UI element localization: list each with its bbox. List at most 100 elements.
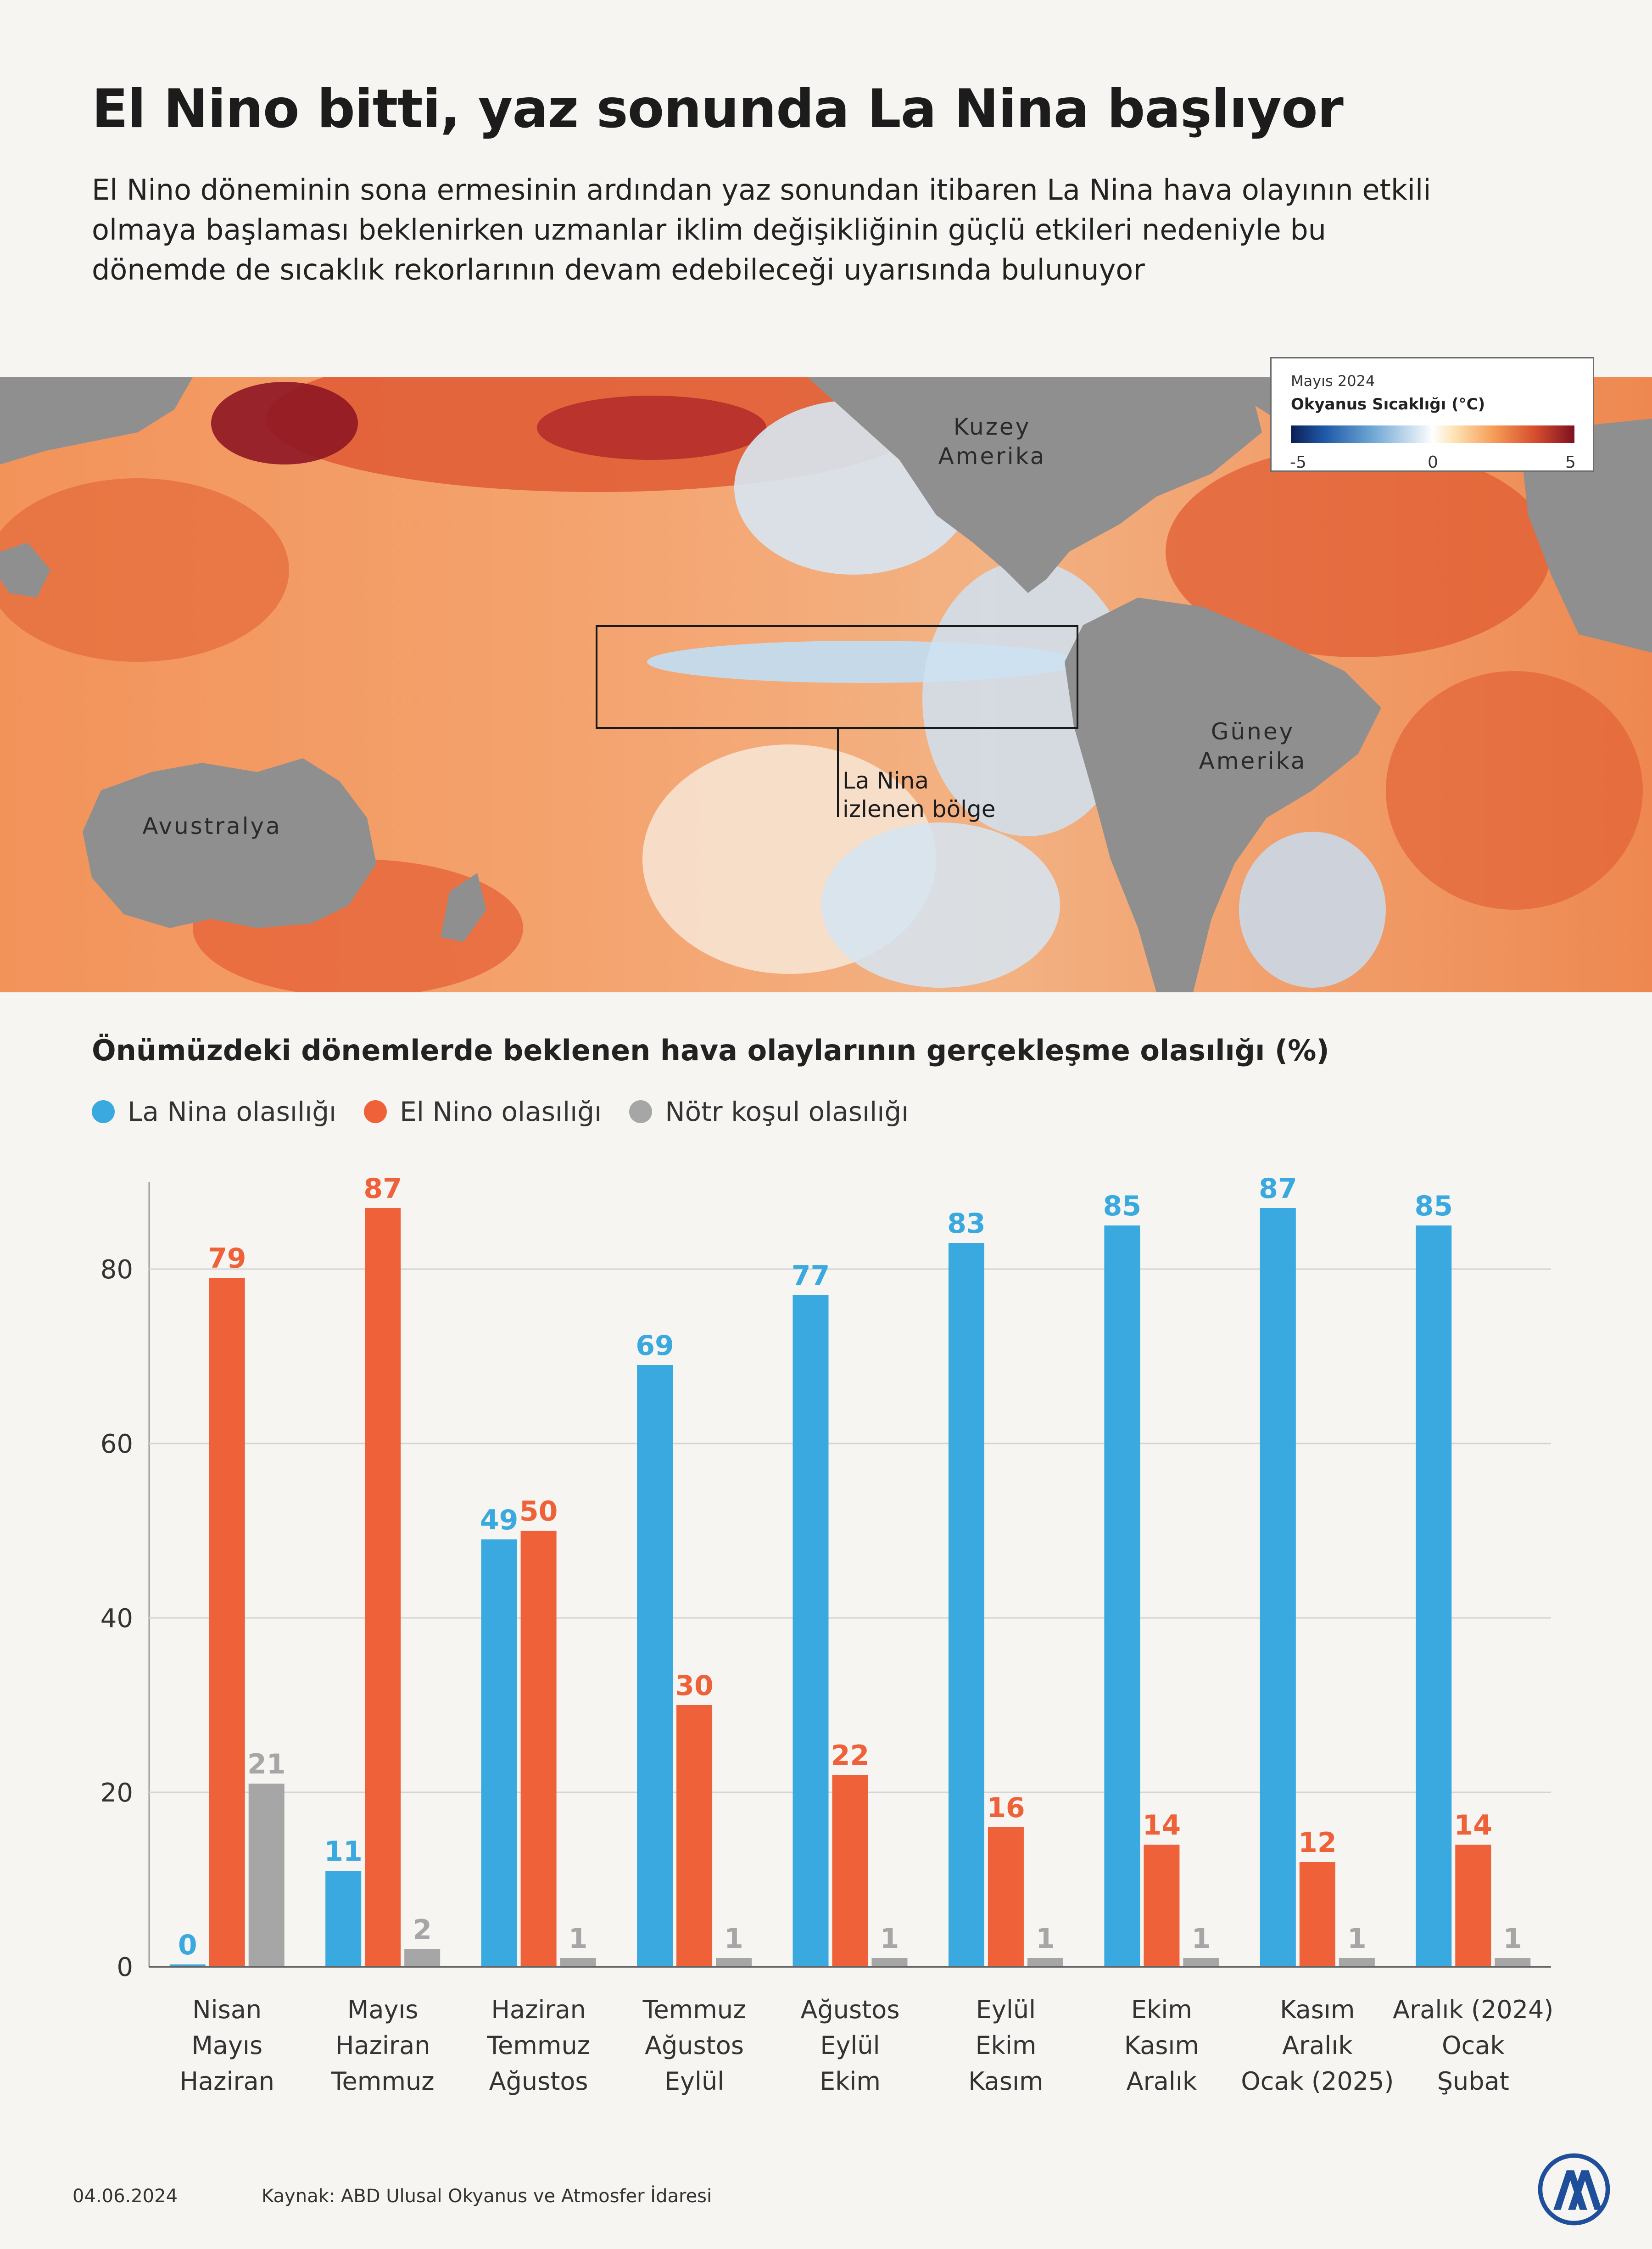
y-tick-label: 60 [100,1429,133,1459]
bar [169,1964,206,1967]
bar [1416,1225,1452,1967]
x-tick-label: Ekim [1131,1995,1192,2024]
africa-land [1519,419,1652,653]
bar-value-label: 50 [519,1495,558,1527]
y-tick-label: 80 [100,1255,133,1285]
ocean-temperature-map: Kuzey Amerika Güney Amerika Avustralya L… [0,377,1652,992]
australia-land [83,758,376,928]
bar-value-label: 2 [413,1914,432,1946]
bar-value-label: 12 [1298,1827,1337,1859]
temperature-legend: Mayıs 2024 Okyanus Sıcaklığı (°C) -5 0 5 [1270,357,1594,472]
bar [1144,1845,1180,1967]
x-tick-label: Kasım [1280,1995,1355,2024]
x-tick-label: Kasım [1124,2031,1199,2060]
hot-patch [537,396,766,460]
legend-item-el-nino: El Nino olasılığı [364,1096,602,1127]
bar [988,1827,1024,1967]
x-tick-label: Aralık [1127,2067,1197,2096]
x-tick-label: Temmuz [331,2067,435,2096]
bar [1455,1845,1491,1967]
map-graphic [0,377,1652,992]
legend-tick-min: -5 [1290,453,1306,472]
bar [209,1278,245,1967]
legend-title: Okyanus Sıcaklığı (°C) [1291,395,1485,414]
asia-land [0,377,193,464]
bar-value-label: 14 [1454,1809,1493,1841]
x-tick-label: Haziran [179,2067,274,2096]
bar [676,1705,713,1967]
x-tick-label: Nisan [192,1995,262,2024]
bar [520,1531,557,1967]
bar-value-label: 87 [1259,1173,1297,1205]
bar [1027,1958,1063,1967]
x-tick-label: Şubat [1437,2067,1509,2096]
bar-value-label: 85 [1103,1190,1142,1222]
legend-label-neutral: Nötr koşul olasılığı [665,1096,909,1127]
legend-tick-max: 5 [1565,453,1576,472]
bar [1260,1208,1296,1967]
cold-patch [821,822,1060,988]
bar-value-label: 85 [1415,1190,1453,1222]
bar-chart: 02040608007921NisanMayısHaziran11872Mayı… [100,1173,1554,2096]
bar-value-label: 69 [636,1330,674,1362]
bar [1299,1862,1335,1967]
legend-dot-el-nino [364,1100,387,1123]
bar [1495,1958,1531,1967]
x-tick-label: Ocak (2025) [1241,2067,1394,2096]
bar [365,1208,401,1967]
bar-value-label: 11 [324,1835,363,1868]
island-land [0,543,50,598]
legend-label-la-nina: La Nina olasılığı [128,1096,337,1127]
legend-item-neutral: Nötr koşul olasılığı [629,1096,909,1127]
south-america-land [1065,598,1381,992]
legend-dot-la-nina [92,1100,115,1123]
bar [248,1784,285,1967]
y-tick-label: 20 [100,1778,133,1808]
x-tick-label: Haziran [335,2031,430,2060]
agency-logo-icon [1538,2153,1610,2226]
bar-value-label: 30 [675,1670,714,1702]
page-title: El Nino bitti, yaz sonunda La Nina başlı… [92,78,1344,140]
bar-value-label: 22 [831,1740,870,1772]
bar [832,1775,868,1967]
bar-value-label: 1 [1036,1923,1055,1955]
bar-value-label: 49 [480,1504,519,1536]
bar [325,1871,362,1967]
bar-value-label: 1 [724,1923,743,1955]
x-tick-label: Ağustos [645,2031,744,2060]
bar-value-label: 1 [880,1923,899,1955]
bar-value-label: 1 [569,1923,588,1955]
label-australia: Avustralya [142,813,282,839]
chart-title: Önümüzdeki dönemlerde beklenen hava olay… [92,1034,1329,1067]
bar-value-label: 1 [1503,1923,1522,1955]
legend-tick-mid: 0 [1428,453,1438,472]
label-monitored-region: La Nina izlenen bölge [843,767,996,822]
x-tick-label: Aralık [1282,2031,1353,2060]
x-tick-label: Ekim [975,2031,1036,2060]
bar-value-label: 16 [987,1792,1025,1824]
x-tick-label: Haziran [491,1995,586,2024]
bar [948,1243,984,1967]
bar [716,1958,752,1967]
x-tick-label: Eylül [664,2067,724,2096]
x-tick-label: Ağustos [801,1995,900,2024]
x-tick-label: Temmuz [642,1995,746,2024]
legend-item-la-nina: La Nina olasılığı [92,1096,336,1127]
bar [1104,1225,1140,1967]
hot-patch [211,382,358,464]
x-tick-label: Ekim [820,2067,881,2096]
bar [871,1958,908,1967]
bar [1183,1958,1219,1967]
bar-value-label: 83 [947,1208,986,1240]
x-tick-label: Mayıs [347,1995,419,2024]
label-south-america: Güney Amerika [1199,718,1307,774]
x-tick-label: Eylül [976,1995,1036,2024]
chart-legend: La Nina olasılığı El Nino olasılığı Nötr… [92,1096,936,1127]
bar [560,1958,596,1967]
bar-value-label: 1 [1347,1923,1367,1955]
legend-color-scale [1291,425,1574,443]
x-tick-label: Ağustos [489,2067,588,2096]
label-north-america: Kuzey Amerika [938,414,1046,470]
bar-value-label: 14 [1143,1809,1181,1841]
bar [1339,1958,1375,1967]
